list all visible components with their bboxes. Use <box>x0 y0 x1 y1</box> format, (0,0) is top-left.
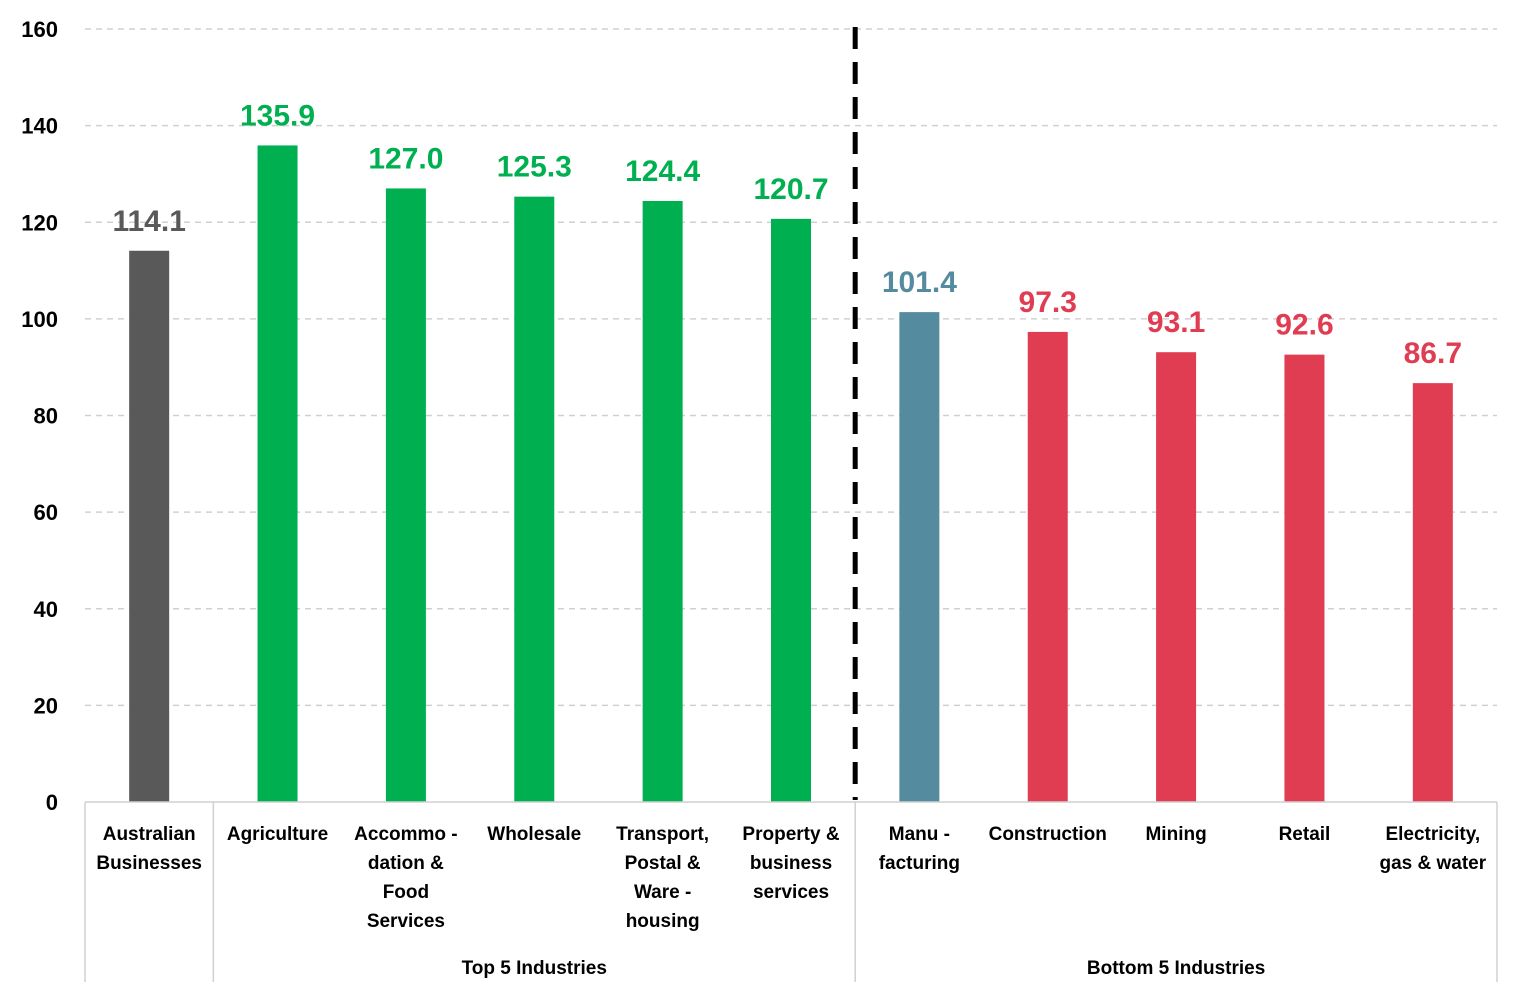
data-label: 114.1 <box>112 205 185 238</box>
data-label: 86.7 <box>1404 337 1462 370</box>
bar <box>1284 355 1324 802</box>
bar <box>258 145 298 802</box>
category-label-line: Manu - <box>889 824 950 845</box>
data-label: 93.1 <box>1147 306 1205 339</box>
bar <box>129 251 169 802</box>
group-labels: Top 5 Industries Bottom 5 Industries <box>462 958 1266 979</box>
bar <box>1413 383 1453 802</box>
y-tick-label: 160 <box>21 17 58 42</box>
y-tick-label: 120 <box>21 210 58 235</box>
category-label: Property & business services <box>742 824 839 903</box>
y-tick-label: 80 <box>34 404 58 429</box>
category-label: Retail <box>1279 824 1331 845</box>
category-label: Manu - facturing <box>879 824 960 874</box>
bar <box>1028 332 1068 802</box>
category-label-line: dation & <box>368 853 444 874</box>
category-label-line: Electricity, <box>1385 824 1480 845</box>
bar <box>386 188 426 802</box>
category-label-line: Mining <box>1145 824 1206 845</box>
category-label-line: Food <box>383 882 429 903</box>
category-label: Agriculture <box>227 824 328 845</box>
category-label-line: housing <box>626 911 700 932</box>
category-labels: Australian Businesses Agriculture Accommo -… <box>96 824 1486 932</box>
y-tick-label: 140 <box>21 114 58 139</box>
category-label-line: gas & water <box>1379 853 1486 874</box>
bar <box>1156 352 1196 802</box>
category-label: Australian Businesses <box>96 824 202 874</box>
y-axis-ticks: 0 20 40 60 80 100 120 140 160 <box>21 17 58 815</box>
data-label: 92.6 <box>1275 309 1333 342</box>
y-tick-label: 60 <box>34 500 58 525</box>
y-tick-label: 100 <box>21 307 58 332</box>
y-tick-label: 40 <box>34 597 58 622</box>
category-label: Wholesale <box>487 824 581 845</box>
category-label: Construction <box>989 824 1107 845</box>
category-label-line: Ware - <box>634 882 691 903</box>
category-label-line: Australian <box>103 824 196 845</box>
category-label-line: Agriculture <box>227 824 328 845</box>
bar-chart: 0 20 40 60 80 100 120 140 160 114.1 135.9 127.0 125… <box>0 0 1521 993</box>
group-label: Top 5 Industries <box>462 958 607 979</box>
bars <box>129 145 1453 802</box>
category-label-line: Retail <box>1279 824 1331 845</box>
category-label-line: Transport, <box>616 824 709 845</box>
category-label: Transport, Postal & Ware - housing <box>616 824 709 932</box>
bar <box>899 312 939 802</box>
data-label: 127.0 <box>368 142 443 175</box>
data-label: 97.3 <box>1019 286 1077 319</box>
category-label: Electricity, gas & water <box>1379 824 1486 874</box>
category-label-line: Accommo - <box>354 824 457 845</box>
y-tick-label: 20 <box>34 693 58 718</box>
bar <box>514 197 554 802</box>
data-label: 101.4 <box>882 266 957 299</box>
y-tick-label: 0 <box>46 790 58 815</box>
category-label-line: Businesses <box>96 853 202 874</box>
category-label-line: facturing <box>879 853 960 874</box>
bar <box>771 219 811 802</box>
data-label: 120.7 <box>753 173 828 206</box>
bar <box>643 201 683 802</box>
category-label-line: Construction <box>989 824 1107 845</box>
data-label: 135.9 <box>240 99 315 132</box>
data-label: 125.3 <box>497 151 572 184</box>
data-label: 124.4 <box>625 155 700 188</box>
group-label: Bottom 5 Industries <box>1087 958 1265 979</box>
category-label-line: Postal & <box>625 853 701 874</box>
category-label: Accommo - dation & Food Services <box>354 824 457 932</box>
category-label-line: Wholesale <box>487 824 581 845</box>
category-label-line: Property & <box>742 824 839 845</box>
category-label-line: Services <box>367 911 445 932</box>
category-label-line: business <box>750 853 832 874</box>
category-label-line: services <box>753 882 829 903</box>
category-label: Mining <box>1145 824 1206 845</box>
